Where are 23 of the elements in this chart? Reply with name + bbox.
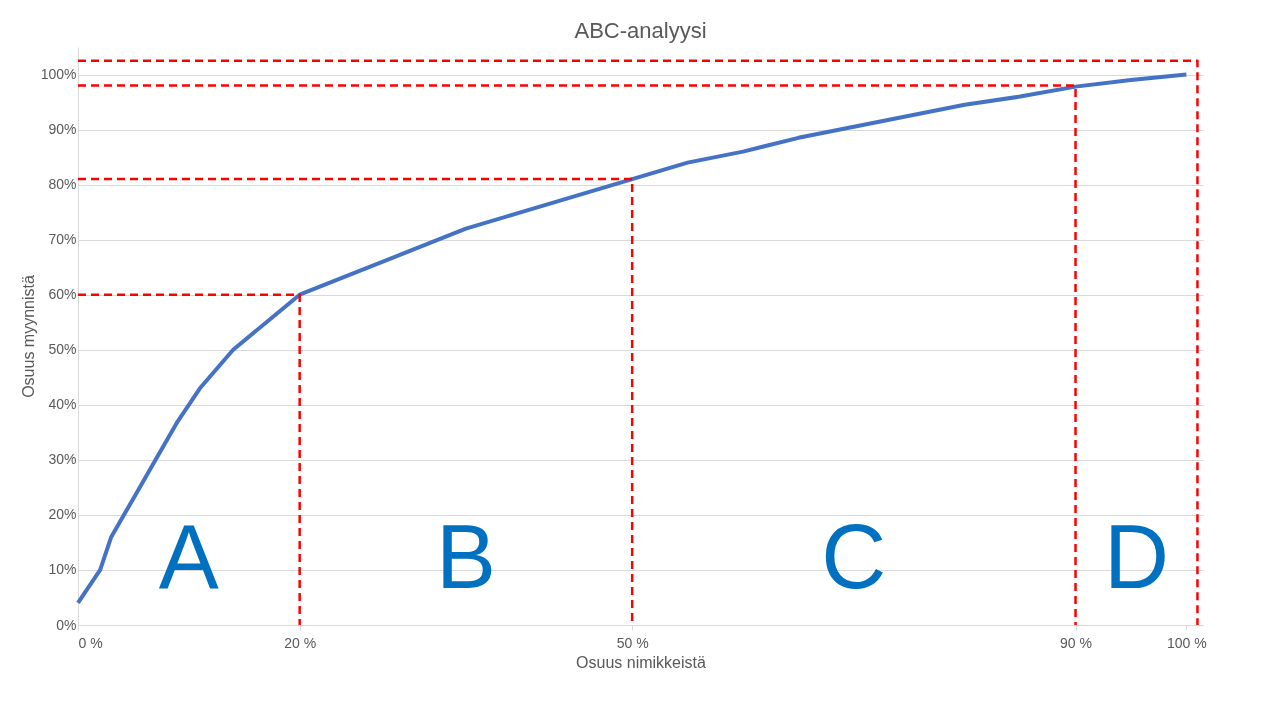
x-tick-label: 20 % [284, 634, 317, 651]
y-tick-label: 80% [48, 176, 77, 193]
x-tick-label: 90 % [1060, 634, 1092, 651]
x-tick-label: 50 % [616, 634, 649, 651]
y-tick-label: 60% [48, 286, 77, 303]
chart-title: ABC-analyysi [574, 18, 707, 43]
y-tick-label: 0% [56, 616, 77, 633]
y-axis-title: Osuus myynnistä [19, 275, 37, 398]
y-tick-label: 20% [48, 506, 77, 523]
annotation: C [821, 507, 887, 607]
y-tick-label: 100% [40, 66, 77, 83]
annotation: A [158, 507, 219, 607]
x-axis-title: Osuus nimikkeistä [576, 653, 707, 671]
x-tick-label: 0 % [78, 634, 103, 651]
y-tick-label: 90% [48, 121, 77, 138]
y-tick-label: 10% [48, 561, 77, 578]
x-tick-label: 100 % [1167, 634, 1207, 651]
y-tick-label: 70% [48, 231, 77, 248]
y-tick-label: 40% [48, 396, 77, 413]
annotation: D [1104, 507, 1169, 607]
y-tick-label: 50% [48, 341, 77, 358]
annotation: B [435, 507, 496, 607]
y-tick-label: 30% [48, 451, 77, 468]
